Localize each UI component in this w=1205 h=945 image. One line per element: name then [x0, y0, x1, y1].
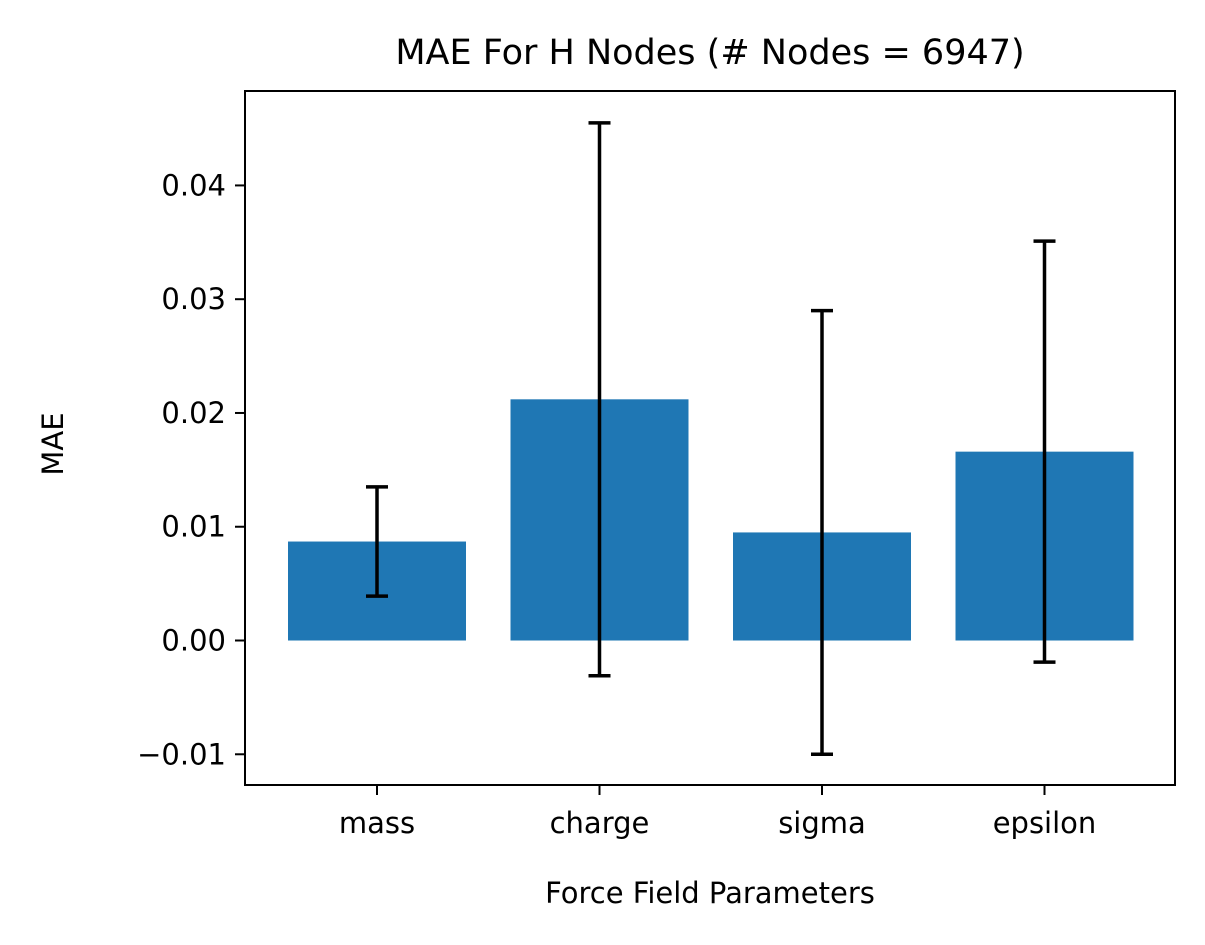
y-axis-label: MAE: [36, 412, 70, 475]
x-tick-label: charge: [550, 806, 650, 840]
y-tick-label: 0.02: [161, 396, 226, 430]
x-tick-label: sigma: [778, 806, 866, 840]
bars-layer: [288, 399, 1134, 641]
y-tick-label: 0.00: [161, 624, 226, 658]
error-bar-charge: [588, 121, 611, 678]
y-tick-label: −0.01: [137, 737, 226, 771]
x-axis: mass charge sigma epsilon: [339, 785, 1096, 840]
chart-title: MAE For H Nodes (# Nodes = 6947): [395, 33, 1024, 73]
error-bar-mass: [366, 485, 388, 598]
error-bar-epsilon: [1033, 239, 1056, 664]
y-axis: −0.01 0.00 0.01 0.02 0.03 0.04: [137, 168, 245, 771]
errorbars-layer: [366, 121, 1056, 757]
x-tick-label: mass: [339, 806, 415, 840]
plot-frame: [244, 90, 1176, 786]
y-tick-label: 0.04: [161, 168, 226, 202]
x-axis-label: Force Field Parameters: [545, 876, 875, 910]
x-tick-label: epsilon: [993, 806, 1097, 840]
y-tick-label: 0.03: [161, 282, 226, 316]
y-tick-label: 0.01: [161, 510, 226, 544]
error-bar-sigma: [811, 308, 833, 757]
